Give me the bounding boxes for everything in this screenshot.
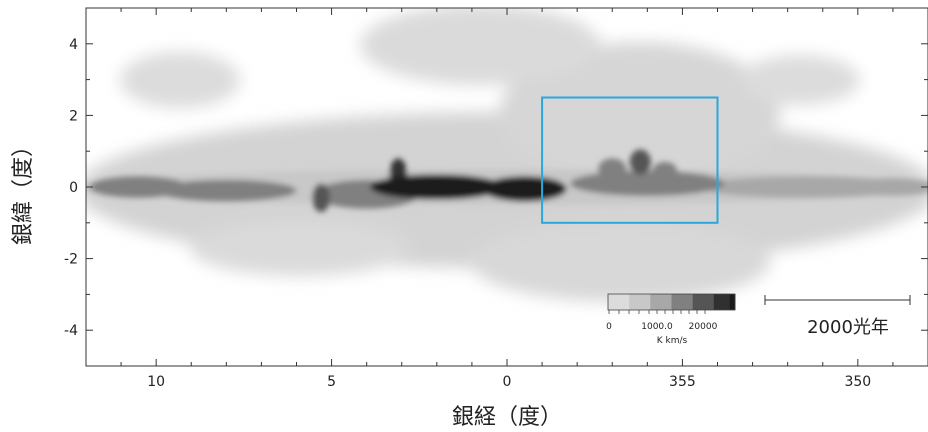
colorbar-unit: K km/s	[657, 336, 688, 346]
emission-blob-2	[850, 178, 928, 196]
colorbar-cell	[608, 294, 614, 310]
emission-blob-5	[156, 179, 297, 202]
colorbar-cell	[676, 294, 683, 310]
x-axis-title: 銀経（度）	[452, 405, 562, 430]
y-tick-label-0: 0	[69, 180, 78, 196]
x-tick-label-5: 5	[327, 374, 336, 390]
colorbar-cell	[650, 294, 657, 310]
emission-blob-12	[370, 174, 504, 200]
y-tick-label--2: -2	[64, 252, 78, 268]
x-tick-label-350: 350	[844, 374, 871, 390]
colorbar-cell	[729, 294, 736, 310]
emission-blob-7	[570, 170, 725, 196]
colorbar-cell	[703, 294, 710, 310]
colorbar-cell	[692, 294, 699, 310]
colorbar-cell	[629, 294, 635, 310]
axis-ticks: 10 5 0 355 350 4 2 0 -2 -4	[64, 7, 928, 390]
y-tick-label-4: 4	[69, 37, 78, 53]
y-tick-label-2: 2	[69, 108, 78, 124]
colorbar-cell	[708, 294, 715, 310]
colorbar-label-1000: 1000.0	[641, 322, 673, 332]
emission-blob-13	[482, 176, 567, 202]
colorbar-cell	[719, 294, 725, 310]
colorbar-gradient	[608, 294, 736, 310]
emission-blob-10	[629, 149, 651, 175]
colorbar-cell	[655, 294, 662, 310]
map-panel	[86, 8, 928, 366]
colorbar-ticks	[608, 310, 706, 314]
colorbar-cell	[682, 294, 688, 310]
scale-bar: 2000光年	[764, 295, 911, 338]
y-tick-label--4: -4	[64, 323, 78, 339]
colorbar-cell	[618, 294, 625, 310]
colorbar-cell	[713, 294, 720, 310]
colorbar-cell	[724, 294, 731, 310]
colorbar-cell	[687, 294, 694, 310]
colorbar-label-20000: 20000	[689, 322, 718, 332]
colorbar-cell	[623, 294, 630, 310]
highlight-box	[541, 96, 719, 224]
scale-bar-label: 2000光年	[807, 317, 889, 338]
emission-blob-8	[89, 176, 188, 198]
colorbar-cell	[639, 294, 646, 310]
colorbar: 0 1000.0 20000 K km/s	[606, 293, 736, 346]
x-tick-label-0: 0	[503, 374, 512, 390]
colorbar-label-0: 0	[606, 322, 612, 332]
emission-blob-9	[312, 183, 330, 213]
colorbar-cell	[697, 294, 704, 310]
colorbar-cell	[671, 294, 678, 310]
colorbar-cell	[645, 294, 651, 310]
colorbar-cell	[613, 294, 620, 310]
emission-blob-1	[699, 176, 911, 198]
x-tick-label-10: 10	[147, 374, 165, 390]
colorbar-cell	[660, 294, 667, 310]
colorbar-frame	[607, 293, 736, 311]
colorbar-cell	[634, 294, 641, 310]
colorbar-cell	[666, 294, 672, 310]
y-axis-title: 銀緯（度）	[11, 135, 36, 245]
x-tick-label-355: 355	[669, 374, 696, 390]
